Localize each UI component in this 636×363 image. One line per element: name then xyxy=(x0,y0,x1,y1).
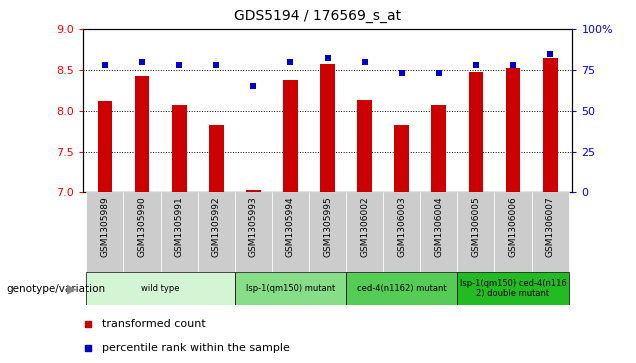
Text: GDS5194 / 176569_s_at: GDS5194 / 176569_s_at xyxy=(235,9,401,23)
Bar xyxy=(346,192,384,272)
Point xyxy=(367,11,377,17)
Text: GSM1306002: GSM1306002 xyxy=(360,196,369,257)
Text: GSM1306005: GSM1306005 xyxy=(471,196,480,257)
Text: GSM1305992: GSM1305992 xyxy=(212,196,221,257)
Bar xyxy=(469,72,483,192)
Point xyxy=(471,62,481,68)
Bar xyxy=(135,76,149,192)
Text: percentile rank within the sample: percentile rank within the sample xyxy=(102,343,290,352)
Point xyxy=(545,50,555,56)
Text: GSM1305994: GSM1305994 xyxy=(286,196,295,257)
Bar xyxy=(235,272,346,305)
Bar xyxy=(86,192,123,272)
Bar xyxy=(383,192,420,272)
Bar xyxy=(123,192,160,272)
Text: lsp-1(qm150) ced-4(n116
2) double mutant: lsp-1(qm150) ced-4(n116 2) double mutant xyxy=(460,279,567,298)
Text: GSM1305993: GSM1305993 xyxy=(249,196,258,257)
Bar xyxy=(160,192,198,272)
Point xyxy=(174,62,184,68)
Point xyxy=(359,59,370,65)
Bar xyxy=(235,192,272,272)
Point xyxy=(100,62,110,68)
Text: GSM1306006: GSM1306006 xyxy=(509,196,518,257)
Bar xyxy=(543,58,558,192)
Text: ▶: ▶ xyxy=(67,282,76,295)
Text: GSM1306003: GSM1306003 xyxy=(398,196,406,257)
Text: GSM1305989: GSM1305989 xyxy=(100,196,109,257)
Point xyxy=(211,62,221,68)
Bar xyxy=(532,192,569,272)
Text: GSM1305995: GSM1305995 xyxy=(323,196,332,257)
Bar xyxy=(457,192,495,272)
Bar xyxy=(506,68,520,192)
Point xyxy=(248,83,258,89)
Bar xyxy=(246,190,261,192)
Text: ced-4(n1162) mutant: ced-4(n1162) mutant xyxy=(357,284,446,293)
Bar xyxy=(86,272,235,305)
Text: GSM1305991: GSM1305991 xyxy=(175,196,184,257)
Bar xyxy=(209,125,224,192)
Point xyxy=(137,59,147,65)
Bar xyxy=(457,272,569,305)
Text: wild type: wild type xyxy=(141,284,180,293)
Text: GSM1306004: GSM1306004 xyxy=(434,196,443,257)
Point xyxy=(508,62,518,68)
Bar xyxy=(420,192,457,272)
Point xyxy=(434,70,444,76)
Bar xyxy=(346,272,457,305)
Bar xyxy=(283,79,298,192)
Point xyxy=(286,59,296,65)
Point xyxy=(397,70,407,76)
Bar xyxy=(172,105,186,192)
Bar xyxy=(272,192,309,272)
Text: GSM1306007: GSM1306007 xyxy=(546,196,555,257)
Point xyxy=(322,56,333,61)
Bar xyxy=(357,100,372,192)
Point xyxy=(367,226,377,232)
Text: transformed count: transformed count xyxy=(102,319,206,329)
Bar xyxy=(198,192,235,272)
Bar xyxy=(97,101,113,192)
Bar xyxy=(431,105,446,192)
Text: GSM1305990: GSM1305990 xyxy=(137,196,146,257)
Text: lsp-1(qm150) mutant: lsp-1(qm150) mutant xyxy=(246,284,335,293)
Bar xyxy=(394,125,409,192)
Bar xyxy=(309,192,346,272)
Bar xyxy=(495,192,532,272)
Text: genotype/variation: genotype/variation xyxy=(6,284,106,294)
Bar xyxy=(320,64,335,192)
